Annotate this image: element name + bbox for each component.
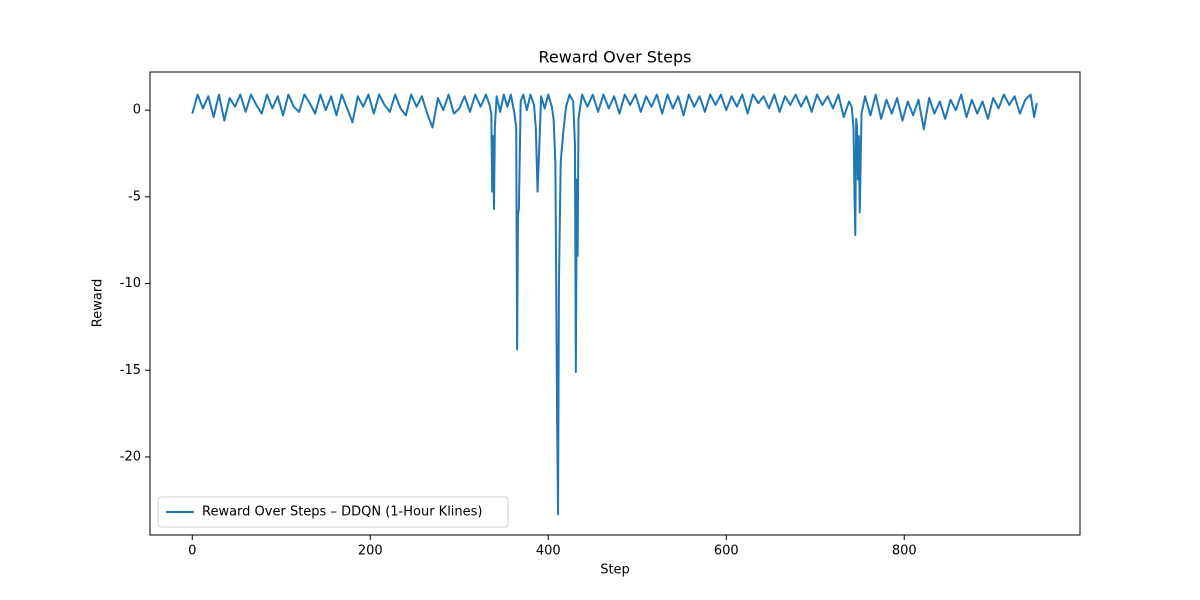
chart-title: Reward Over Steps (538, 48, 691, 67)
y-tick-label: -20 (120, 449, 141, 464)
y-tick-label: -10 (120, 276, 141, 291)
x-axis-label: Step (600, 563, 630, 578)
y-tick-label: -15 (120, 363, 141, 378)
plot-frame (149, 71, 1081, 536)
x-tick-label: 800 (892, 544, 917, 559)
line (191, 93, 1038, 516)
x-tick-label: 0 (188, 544, 196, 559)
y-tick-label: -5 (128, 189, 141, 204)
x-tick-label: 400 (536, 544, 561, 559)
x-tick-label: 600 (714, 544, 739, 559)
legend-box (157, 496, 509, 528)
legend-label: Reward Over Steps – DDQN (1-Hour Klines) (202, 505, 483, 520)
y-axis-label: Reward (91, 279, 106, 327)
x-tick-label: 200 (358, 544, 383, 559)
y-tick-label: 0 (133, 103, 141, 118)
